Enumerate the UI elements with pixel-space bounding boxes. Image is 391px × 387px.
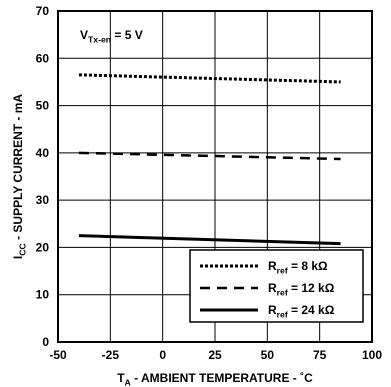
y-tick-label: 10 [36, 288, 50, 302]
series-line-dotted [78, 73, 341, 84]
legend: Rref = 8 kΩ Rref = 12 kΩ Rref = 24 kΩ [189, 249, 364, 323]
y-tick-label: 40 [36, 146, 50, 160]
legend-label: Rref = 12 kΩ [268, 281, 335, 298]
legend-box [189, 249, 364, 323]
x-tick-label: 75 [313, 348, 327, 362]
legend-label: Rref = 24 kΩ [268, 303, 335, 320]
y-tick-label: 50 [36, 99, 50, 113]
x-tick-label: 100 [362, 348, 382, 362]
legend-label: Rref = 8 kΩ [268, 259, 328, 276]
series-line-dashed [78, 151, 341, 161]
axis-labels: TA - AMBIENT TEMPERATURE - ˚C ICC - SUPPL… [11, 28, 313, 387]
y-tick-label: 0 [42, 335, 49, 349]
y-tick-label: 70 [36, 4, 50, 18]
x-axis-label: TA - AMBIENT TEMPERATURE - ˚C [117, 371, 313, 387]
x-tick-label: 0 [159, 348, 166, 362]
condition-annotation: VTx-en = 5 V [80, 28, 143, 45]
y-tick-label: 30 [36, 193, 50, 207]
y-tick-label: 20 [36, 240, 50, 254]
series-lines [78, 73, 341, 246]
x-tick-label: -50 [49, 348, 67, 362]
tick-labels: -50 -25 0 25 50 75 100 0 10 20 30 40 50 60 70 [36, 4, 383, 362]
y-tick-label: 60 [36, 51, 50, 65]
x-tick-label: 50 [261, 348, 275, 362]
x-tick-label: 25 [208, 348, 222, 362]
plot-frame [57, 10, 373, 343]
series-line-solid [78, 234, 341, 246]
y-axis-label: ICC - SUPPLY CURRENT - mA [11, 94, 28, 260]
x-tick-label: -25 [102, 348, 120, 362]
